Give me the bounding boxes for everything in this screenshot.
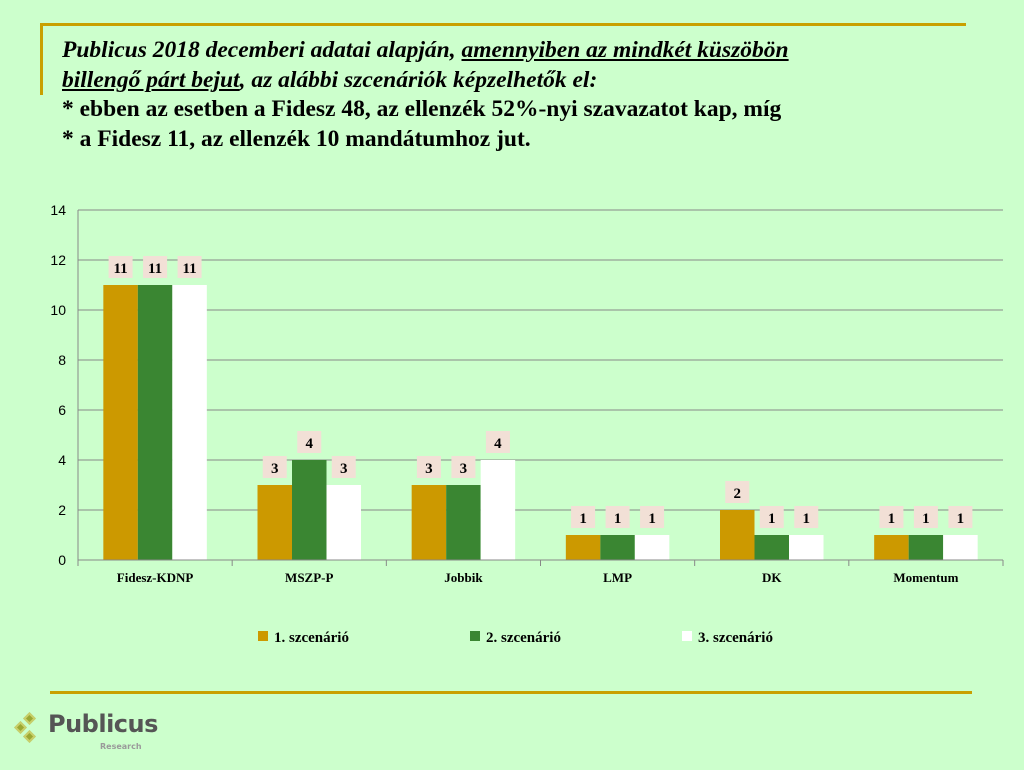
bar	[565, 535, 601, 560]
logo-text: Publicus	[48, 710, 158, 738]
top-rule	[40, 23, 966, 26]
data-label-box	[640, 506, 665, 528]
data-label-box	[143, 256, 168, 278]
bar	[908, 535, 944, 560]
bar	[446, 485, 481, 560]
legend-label: 1. szcenárió	[274, 630, 349, 646]
data-label: 1	[614, 511, 622, 527]
data-label-box	[485, 431, 510, 453]
bullet-2: * a Fidesz 11, az ellenzék 10 mandátumho…	[62, 125, 531, 152]
legend-swatch	[682, 631, 692, 641]
data-label: 1	[888, 511, 896, 527]
bar	[137, 285, 173, 560]
data-label: 3	[271, 461, 279, 477]
data-label-box	[108, 256, 133, 278]
data-label: 3	[340, 461, 348, 477]
logo-subtitle: Research	[100, 742, 142, 751]
y-tick-label: 14	[50, 202, 66, 218]
bar	[172, 285, 207, 560]
data-label-box	[331, 456, 356, 478]
x-tick-label: LMP	[603, 570, 632, 585]
title-underlined: amennyiben az mindkét küszöbön	[461, 37, 789, 63]
data-label-box	[913, 506, 938, 528]
data-label-box	[416, 456, 441, 478]
data-label: 4	[306, 436, 314, 452]
y-tick-label: 2	[58, 502, 66, 518]
bar	[292, 460, 327, 560]
y-tick-label: 6	[58, 402, 66, 418]
left-rule	[40, 23, 43, 95]
data-label-box	[571, 506, 596, 528]
title-text: Publicus 2018 decemberi adatai alapján,	[62, 37, 462, 63]
bar	[257, 485, 292, 560]
publicus-logo: Publicus Research	[14, 710, 158, 755]
y-tick-label: 12	[50, 252, 66, 268]
data-label-box	[759, 506, 784, 528]
data-label: 2	[734, 486, 742, 502]
x-tick-label: Momentum	[893, 570, 958, 585]
title-underlined: billengő párt bejut	[62, 66, 240, 93]
data-label-box	[879, 506, 904, 528]
y-tick-label: 8	[58, 352, 66, 368]
data-label: 3	[460, 461, 468, 477]
y-tick-label: 0	[58, 552, 66, 568]
x-tick-label: DK	[762, 570, 782, 585]
bar	[943, 535, 978, 560]
bar	[600, 535, 635, 560]
legend-label: 2. szcenárió	[486, 630, 561, 646]
data-label: 1	[922, 511, 930, 527]
data-label-box	[262, 456, 287, 478]
data-label-box	[451, 456, 476, 478]
title-text: , az alábbi szcenáriók képzelhetők el:	[239, 66, 598, 93]
x-tick-label: MSZP-P	[285, 570, 333, 585]
x-tick-label: Fidesz-KDNP	[117, 570, 194, 585]
bullet-1: * ebben az esetben a Fidesz 48, az ellen…	[62, 96, 782, 122]
data-label-box	[297, 431, 322, 453]
bottom-rule	[50, 691, 972, 694]
y-tick-label: 10	[50, 302, 66, 318]
data-label: 3	[425, 461, 433, 477]
data-label: 1	[648, 511, 656, 527]
data-label: 1	[803, 511, 811, 527]
data-label-box	[725, 481, 750, 503]
data-label-box	[605, 506, 630, 528]
legend-label: 3. szcenárió	[698, 630, 773, 646]
data-label-box	[794, 506, 819, 528]
data-label: 11	[113, 261, 127, 277]
bar	[789, 535, 824, 560]
y-tick-label: 4	[58, 452, 66, 468]
bar	[103, 285, 138, 560]
data-label: 1	[957, 511, 965, 527]
data-label-box	[948, 506, 973, 528]
bar	[720, 510, 755, 560]
slide-title: Publicus 2018 decemberi adatai alapján, …	[62, 36, 982, 154]
data-label: 1	[768, 511, 776, 527]
data-label: 4	[494, 436, 502, 452]
data-label: 1	[579, 511, 587, 527]
legend-swatch	[470, 631, 480, 641]
bar	[480, 460, 516, 560]
bar	[411, 485, 447, 560]
bar	[754, 535, 789, 560]
data-label-box	[177, 256, 202, 278]
legend-swatch	[258, 631, 268, 641]
bar	[326, 485, 361, 560]
bar	[634, 535, 670, 560]
data-label: 11	[182, 261, 196, 277]
bar	[874, 535, 909, 560]
data-label: 11	[148, 261, 162, 277]
x-tick-label: Jobbik	[444, 570, 483, 585]
